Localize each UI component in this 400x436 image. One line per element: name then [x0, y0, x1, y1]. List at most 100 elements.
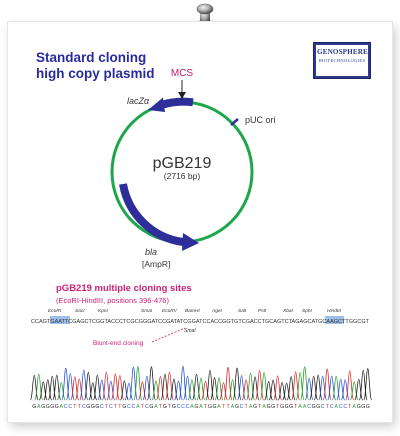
chromatogram-base: C: [127, 404, 131, 410]
chromatogram-peak: [327, 375, 337, 401]
chromatogram-base: C: [145, 404, 149, 410]
chromatogram-base: T: [204, 404, 208, 410]
chromatogram-base: T: [73, 404, 77, 410]
chromatogram-base: C: [321, 404, 325, 410]
chromatogram-peak: [291, 371, 301, 401]
chromatogram-base: T: [114, 404, 118, 410]
chromatogram-base: G: [95, 404, 99, 410]
ampr-label: [AmpR]: [142, 259, 170, 269]
chromatogram-peak: [201, 380, 210, 401]
plasmid-map: MCS lacZα pUC ori bla [AmpR] pGB219 (271…: [110, 68, 276, 269]
chromatogram-base: G: [91, 404, 95, 410]
chromatogram-base: G: [316, 404, 320, 410]
diagram-title: Standard cloning high copy plasmid: [36, 50, 155, 82]
chromatogram-base: G: [32, 404, 36, 410]
chromatogram-base: A: [199, 404, 203, 410]
bla-label: bla: [145, 247, 157, 257]
chromatogram-base: G: [149, 404, 153, 410]
enzyme-label: SalI: [238, 308, 247, 314]
chromatogram-peak: [38, 381, 48, 401]
chromatogram-peak: [345, 370, 355, 401]
chromatogram-peak: [128, 366, 138, 401]
chromatogram-base: T: [141, 404, 145, 410]
chromatogram-peak: [56, 382, 66, 401]
chromatogram-peak: [110, 373, 120, 401]
chromatogram-peak: [79, 369, 89, 401]
bla-arrow-head: [182, 233, 199, 251]
chromatogram-base: G: [253, 404, 257, 410]
chromatogram-peak: [124, 382, 134, 401]
chromatogram-base: C: [330, 404, 334, 410]
enzyme-label: KpnI: [98, 308, 109, 314]
chromatogram-base: T: [159, 404, 163, 410]
chromatogram-base: G: [46, 404, 50, 410]
puc-ori-label: pUC ori: [245, 115, 276, 125]
chromatogram-base: G: [235, 404, 239, 410]
photo-card: [8, 22, 392, 422]
chromatogram-base: G: [366, 404, 370, 410]
chromatogram-peak: [309, 375, 319, 401]
chromatogram-base: T: [348, 404, 352, 410]
cloning-sites-title: pGB219 multiple cloning sites: [56, 283, 192, 294]
title-line-2: high copy plasmid: [36, 66, 155, 81]
chromatogram-peak: [223, 366, 233, 401]
chromatogram-base: G: [289, 404, 293, 410]
chromatogram-peak: [255, 369, 265, 401]
blunt-end-label: Blunt-end cloning: [93, 340, 144, 347]
title-line-1: Standard cloning: [36, 50, 147, 65]
chromatogram-base: A: [136, 404, 140, 410]
chromatogram-base: T: [226, 404, 230, 410]
chromatogram-base: C: [64, 404, 68, 410]
chromatogram-peak: [137, 381, 147, 401]
chromatogram-peak: [70, 376, 80, 401]
chromatogram-peak: [268, 379, 278, 401]
chromatogram-peak: [97, 379, 107, 401]
logo-subtitle: BIOTECHNOLOGIES: [318, 58, 366, 63]
chromatogram-peak: [264, 381, 274, 401]
chromatogram-peaks: [29, 365, 373, 401]
chromatogram-base: C: [177, 404, 181, 410]
chromatogram-peak: [187, 379, 197, 401]
logo-name: GENOSPHERE: [317, 48, 368, 56]
chromatogram-base: T: [326, 404, 330, 410]
chromatogram-peak: [282, 382, 292, 401]
chromatogram-base: G: [267, 404, 271, 410]
enzyme-label: EcoRV: [162, 308, 178, 314]
chromatogram-peak: [295, 371, 305, 401]
chromatogram-peak: [65, 372, 75, 401]
chromatogram-base: G: [357, 404, 361, 410]
chromatogram-peak: [286, 376, 296, 401]
chromatogram-base: C: [240, 404, 244, 410]
chromatogram-base: G: [86, 404, 90, 410]
chromatogram-base: C: [68, 404, 72, 410]
chromatogram-peak: [304, 377, 314, 401]
chromatogram-peak: [228, 379, 237, 401]
chromatogram-peak: [106, 380, 116, 401]
enzyme-label: SacI: [75, 308, 85, 314]
chromatogram-base: A: [334, 404, 338, 410]
chromatogram-base: A: [298, 404, 302, 410]
chromatogram-base: G: [285, 404, 289, 410]
chromatogram-peak: [363, 368, 373, 401]
chromatogram-base: T: [258, 404, 262, 410]
bla-feature-arrow: [119, 183, 184, 246]
enzyme-label: AgeI: [211, 308, 223, 314]
chromatogram-peak: [119, 380, 129, 401]
chromatogram-base: G: [271, 404, 275, 410]
chromatogram-peak: [331, 375, 341, 401]
mcs-marker-arrow: [178, 92, 186, 99]
chromatogram-peak: [219, 382, 228, 401]
chromatogram-base: G: [50, 404, 54, 410]
chromatogram-peak: [354, 378, 364, 401]
enzyme-label: BamHI: [185, 308, 200, 314]
chromatogram-base: C: [109, 404, 113, 410]
chromatogram-base: A: [60, 404, 64, 410]
chromatogram-peak: [178, 365, 188, 401]
chromatogram-peak: [74, 378, 84, 401]
chromatogram-base: T: [276, 404, 280, 410]
chromatogram-base: A: [249, 404, 253, 410]
chromatogram-peak: [192, 373, 201, 401]
company-logo: GENOSPHERE BIOTECHNOLOGIES: [313, 42, 371, 79]
chromatogram-peak: [92, 374, 102, 401]
